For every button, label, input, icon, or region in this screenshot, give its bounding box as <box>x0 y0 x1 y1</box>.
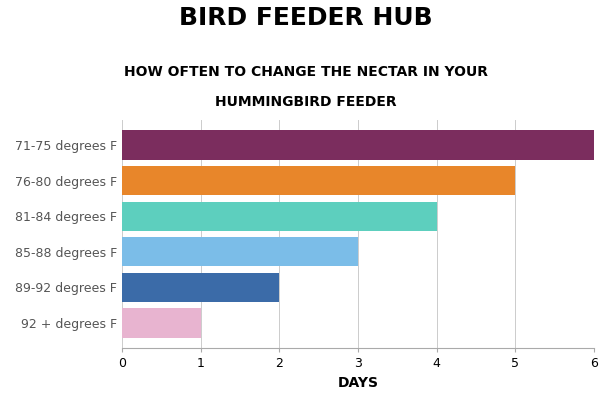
Bar <box>122 273 280 302</box>
Bar <box>122 237 358 266</box>
Text: BIRD FEEDER HUB: BIRD FEEDER HUB <box>179 6 433 30</box>
Bar <box>122 166 515 195</box>
Bar <box>122 202 436 231</box>
Text: HOW OFTEN TO CHANGE THE NECTAR IN YOUR: HOW OFTEN TO CHANGE THE NECTAR IN YOUR <box>124 65 488 79</box>
Bar <box>122 130 594 160</box>
Bar <box>122 308 201 338</box>
Text: HUMMINGBIRD FEEDER: HUMMINGBIRD FEEDER <box>215 95 397 109</box>
X-axis label: DAYS: DAYS <box>338 376 378 390</box>
